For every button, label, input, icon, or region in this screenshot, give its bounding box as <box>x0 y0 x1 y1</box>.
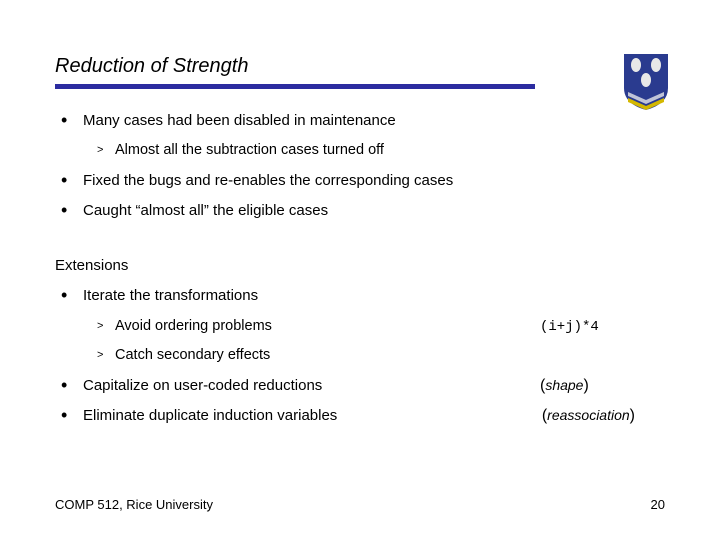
bullet-item: Fixed the bugs and re-enables the corres… <box>55 171 665 191</box>
annotation-reassoc: (reassociation) <box>485 407 665 425</box>
footer-page-number: 20 <box>651 497 665 512</box>
footer-left: COMP 512, Rice University <box>55 497 213 512</box>
bullet-row: Eliminate duplicate induction variables … <box>55 406 665 436</box>
title-underline <box>55 84 535 89</box>
slide: Reduction of Strength Many cases had bee… <box>0 0 720 540</box>
bullet-item: Eliminate duplicate induction variables <box>55 406 485 426</box>
annotation-italic: reassociation <box>547 407 630 423</box>
sub-bullet-item: Avoid ordering problems <box>55 317 540 337</box>
shield-logo-icon <box>622 52 670 112</box>
slide-title: Reduction of Strength <box>55 55 665 78</box>
extensions-heading: Extensions <box>55 257 665 274</box>
annotation-shape: (shape) <box>540 377 665 395</box>
sub-row: Avoid ordering problems (i+j)*4 <box>55 317 665 347</box>
annotation-code: (i+j)*4 <box>540 319 665 335</box>
bullet-item: Caught “almost all” the eligible cases <box>55 201 665 221</box>
paren-close: ) <box>583 377 588 394</box>
slide-footer: COMP 512, Rice University 20 <box>55 497 665 512</box>
extensions-bullet-list: Iterate the transformations Avoid orderi… <box>55 286 665 436</box>
bullet-item: Many cases had been disabled in maintena… <box>55 111 665 131</box>
paren-close: ) <box>630 407 635 424</box>
bullet-row: Capitalize on user-coded reductions (sha… <box>55 376 665 406</box>
bullet-item: Iterate the transformations <box>55 286 665 306</box>
bullet-item: Capitalize on user-coded reductions <box>55 376 540 396</box>
sub-bullet-item: Almost all the subtraction cases turned … <box>55 141 665 161</box>
annotation-italic: shape <box>545 377 583 393</box>
sub-bullet-item: Catch secondary effects <box>55 346 665 366</box>
top-bullet-list: Many cases had been disabled in maintena… <box>55 111 665 221</box>
